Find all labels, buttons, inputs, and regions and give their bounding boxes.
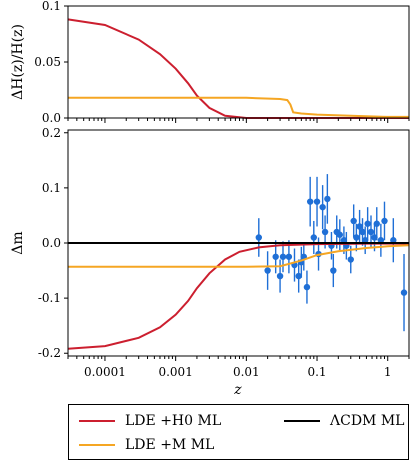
data-point [255,234,262,241]
bottom-ytick-label: 0.2 [42,126,61,140]
top-plot-frame [67,5,410,119]
top-ytick-label: 0.0 [42,111,61,125]
data-point [272,253,279,260]
bottom-xlabel: z [233,382,242,398]
legend-item-lde-h0: LDE +H0 ML [79,411,221,431]
legend-label-lde-m: LDE +M ML [125,437,215,453]
data-point [347,256,354,263]
data-point [264,267,271,274]
bottom-ytick-label: -0.2 [38,346,61,360]
data-point [361,237,369,244]
data-point [377,237,385,244]
data-point [367,228,375,236]
data-point [364,220,371,227]
data-point [279,253,287,260]
legend-swatch-lde-m [79,444,115,446]
bottom-ytick-label: -0.1 [38,291,61,305]
bottom-xtick-label: 0.01 [233,365,260,379]
bottom-xtick-label: 0.0001 [84,365,126,379]
top-ytick-label: 0.1 [42,0,61,13]
data-point [340,237,348,244]
data-point [310,234,317,241]
data-point [295,272,302,280]
data-point [324,195,331,203]
data-point [336,231,344,238]
legend-swatch-lcdm [284,420,320,422]
legend: LDE +H0 ML LDE +M ML ΛCDM ML [68,404,409,460]
top-panel: 0.0 0.05 0.1 ΔH(z)/H(z) [10,0,410,125]
data-point [400,289,408,296]
bottom-panel: -0.2 -0.1 0.0 0.1 0.2 0.0001 0.001 0.01 0.1 1 Δm… [10,126,410,398]
top-series-lde-m-ml [68,96,409,118]
data-point [373,220,380,227]
bottom-xtick-label: 0.1 [307,365,326,379]
bottom-ytick-label: 0.1 [42,181,61,195]
data-point [306,198,314,205]
figure: 0.0 0.05 0.1 ΔH(z)/H(z) -0.2 -0.1 0.0 0.1 0.2 … [10,0,410,398]
legend-item-lde-m: LDE +M ML [79,435,214,455]
bottom-series-lde-m-ml [68,244,410,268]
top-ytick-label: 0.05 [34,55,61,69]
data-point [330,267,337,274]
data-point [353,234,360,241]
top-series-lde-h0-ml [67,18,409,119]
data-point [390,237,397,244]
data-point [321,228,329,236]
legend-label-lcdm: ΛCDM ML [330,413,405,429]
data-point [285,253,293,260]
legend-item-lcdm: ΛCDM ML [284,411,404,431]
data-point [356,223,363,230]
top-ylabel: ΔH(z)/H(z) [10,24,26,100]
legend-swatch-lde-h0 [79,420,115,422]
data-point [350,217,357,225]
data-point [276,272,284,280]
bottom-series-lde-h0-ml [67,242,409,350]
legend-label-lde-h0: LDE +H0 ML [125,413,222,429]
bottom-ylabel: Δm [10,231,26,254]
bottom-ytick-label: 0.0 [42,236,61,250]
data-point [303,283,311,291]
data-point [381,217,388,225]
bottom-xtick-label: 1 [384,365,392,379]
data-point [359,228,366,236]
bottom-xtick-label: 0.001 [158,365,192,379]
data-point [319,203,326,211]
data-point [313,198,321,205]
